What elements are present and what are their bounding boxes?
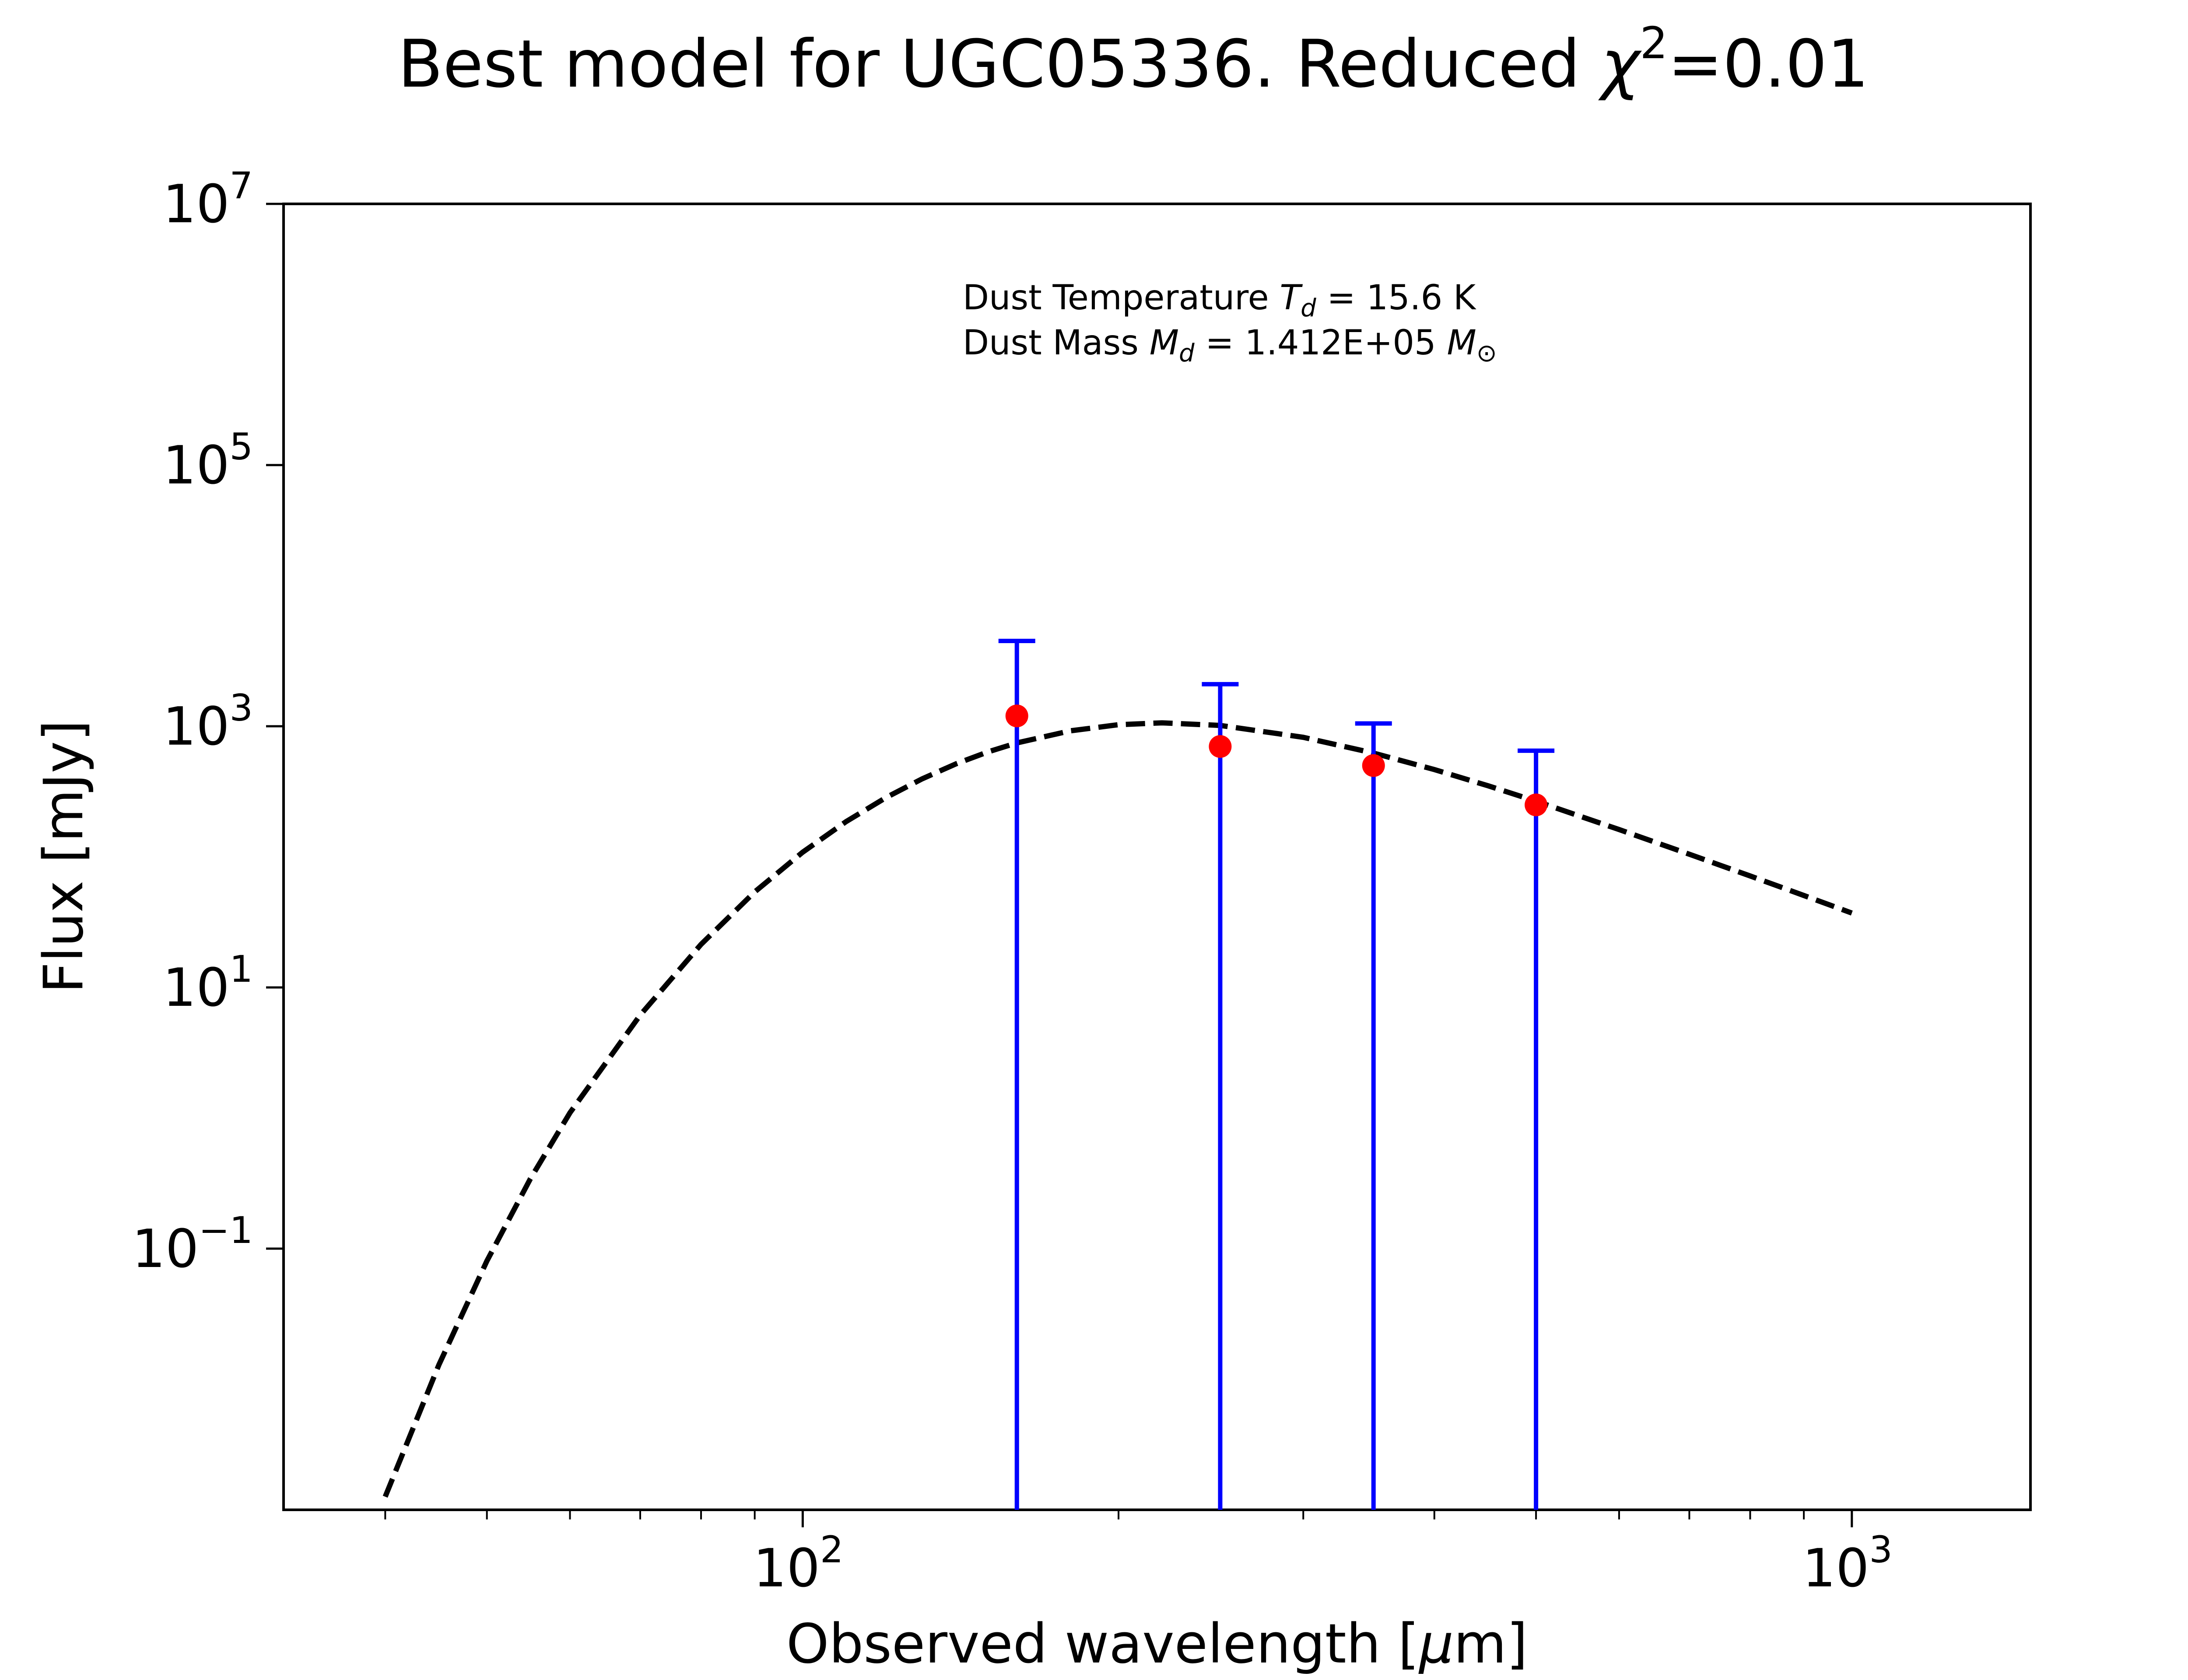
annotation-temperature: Dust Temperature Td = 15.6 K [963, 278, 1476, 322]
y-tick-label-exponent: 3 [230, 686, 253, 729]
x-axis-label: Observed wavelength [μm] [786, 1613, 1528, 1676]
data-point [1362, 754, 1385, 777]
y-tick-label-exponent: 7 [230, 164, 253, 207]
y-tick-label-base: 10 [132, 1219, 199, 1280]
annotation-temperature-label: Dust Temperature [963, 278, 1280, 318]
chart-title-chi: χ [1598, 26, 1642, 102]
y-tick-label-base: 10 [163, 174, 230, 235]
chart-title: Best model for UGC05336. Reduced χ2=0.01 [398, 18, 1869, 102]
annotation-mass-unit-symbol: M [1447, 323, 1476, 363]
annotation-temperature-symbol: T [1280, 278, 1303, 318]
error-bars [998, 639, 1555, 1510]
x-tick-label-exponent: 2 [820, 1528, 843, 1571]
annotation-mass: Dust Mass Md = 1.412E+05 M⊙ [963, 323, 1497, 368]
chart-title-suffix: =0.01 [1668, 26, 1869, 102]
x-axis-label-prefix: Observed wavelength [ [786, 1613, 1419, 1676]
annotation-mass-unit-subscript: ⊙ [1476, 339, 1497, 368]
y-tick-label-exponent: 5 [230, 425, 253, 468]
annotation-temperature-value: = 15.6 K [1316, 278, 1476, 318]
y-axis-label: Flux [mJy] [32, 720, 95, 994]
x-minor-ticks [384, 1510, 1805, 1519]
data-point [1209, 735, 1232, 758]
y-tick-label-exponent: −1 [199, 1209, 253, 1252]
chart-title-sup: 2 [1640, 18, 1668, 69]
data-points [1005, 704, 1548, 816]
y-tick-label-base: 10 [163, 435, 230, 496]
data-point [1005, 704, 1028, 728]
x-major-ticks: 102 103 [753, 1510, 1893, 1599]
y-tick-label-base: 10 [163, 958, 230, 1018]
annotation-temperature-subscript: d [1301, 294, 1316, 322]
x-tick-label: 103 [1802, 1528, 1893, 1599]
y-tick-label-base: 10 [163, 696, 230, 757]
x-tick-label-exponent: 3 [1869, 1528, 1892, 1571]
model-curve [382, 720, 1853, 1498]
y-tick-label: 107 [163, 164, 253, 235]
chart-title-prefix: Best model for UGC05336. Reduced [398, 26, 1601, 102]
annotation-mass-label: Dust Mass [963, 323, 1150, 363]
y-tick-label: 10−1 [132, 1209, 253, 1280]
x-tick-label-base: 10 [1802, 1538, 1869, 1599]
annotation-mass-value: = 1.412E+05 [1195, 323, 1447, 363]
y-tick-label: 103 [163, 686, 253, 757]
x-axis-label-mu: μ [1418, 1613, 1454, 1676]
annotation-mass-subscript: d [1179, 339, 1195, 368]
annotation-mass-symbol: M [1150, 323, 1179, 363]
data-point [1525, 793, 1548, 816]
x-axis-label-suffix: m] [1454, 1613, 1528, 1676]
y-tick-label: 105 [163, 425, 253, 496]
y-tick-label-exponent: 1 [230, 948, 253, 990]
x-tick-label-base: 10 [753, 1538, 820, 1599]
plot-frame [282, 203, 2032, 1511]
x-tick-label: 102 [753, 1528, 843, 1599]
y-tick-label: 101 [163, 948, 253, 1018]
